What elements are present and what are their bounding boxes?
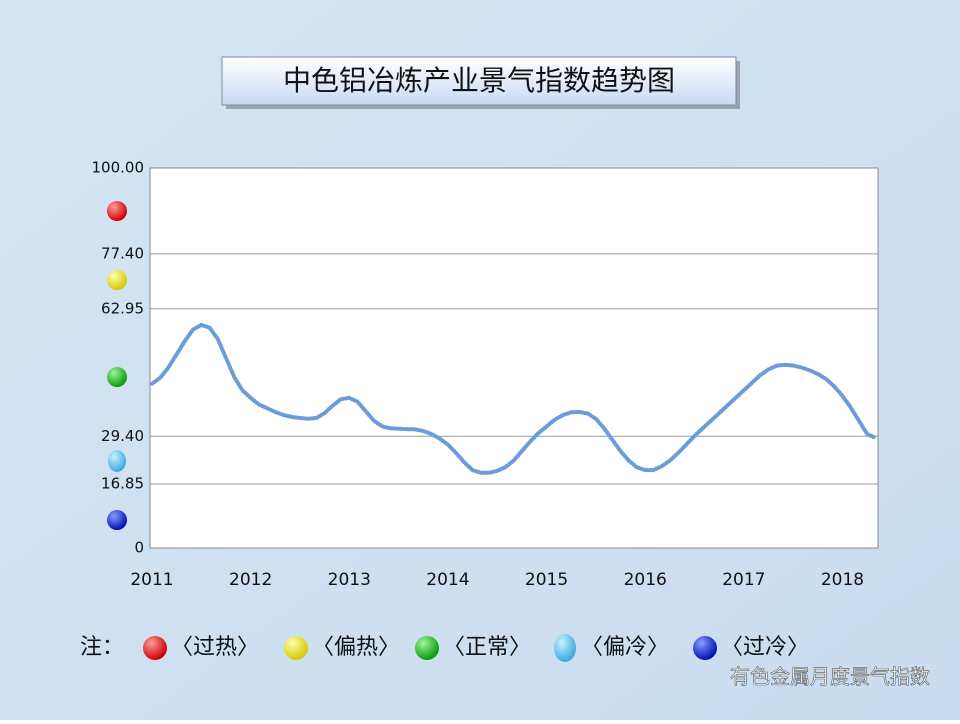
title-box	[221, 56, 737, 106]
icon-warm	[107, 270, 127, 290]
icon-cold	[107, 510, 127, 530]
y-tick-label: 0	[134, 539, 144, 557]
zone-icons	[107, 201, 127, 530]
legend-icon	[693, 636, 717, 660]
legend-note: 注：	[80, 635, 124, 660]
legend: 注： 〈过热〉 〈偏热〉 〈正常〉 〈偏冷〉 〈过冷〉	[80, 634, 809, 662]
legend-label: 〈过冷〉	[721, 635, 809, 660]
legend-icon	[415, 636, 439, 660]
plot-area	[149, 167, 879, 549]
legend-icon	[554, 634, 576, 662]
legend-label: 〈偏冷〉	[581, 635, 669, 660]
y-tick-label: 29.40	[101, 427, 144, 445]
x-tick-label: 2017	[722, 570, 765, 590]
legend-icon	[284, 636, 308, 660]
y-tick-label: 16.85	[101, 474, 144, 492]
icon-hot	[107, 201, 127, 221]
x-tick-label: 2013	[328, 570, 371, 590]
x-tick-label: 2011	[130, 570, 173, 590]
icon-cool	[108, 450, 126, 472]
x-tick-label: 2012	[229, 570, 272, 590]
legend-label: 〈过热〉	[171, 635, 259, 660]
y-tick-label: 100.00	[92, 159, 145, 177]
legend-label: 〈偏热〉	[312, 635, 400, 660]
x-tick-label: 2015	[525, 570, 568, 590]
x-tick-label: 2014	[426, 570, 469, 590]
y-tick-label: 62.95	[101, 299, 144, 317]
line	[150, 322, 878, 475]
legend-label: 〈正常〉	[443, 635, 531, 660]
chart-title: 中色铝冶炼产业景气指数趋势图	[283, 64, 675, 97]
icon-normal	[107, 367, 127, 387]
y-tick-label: 77.40	[101, 244, 144, 262]
x-tick-label: 2016	[624, 570, 667, 590]
x-tick-label: 2018	[821, 570, 864, 590]
watermark: 有色金属月度景气指数	[730, 665, 930, 689]
legend-icon	[143, 636, 167, 660]
